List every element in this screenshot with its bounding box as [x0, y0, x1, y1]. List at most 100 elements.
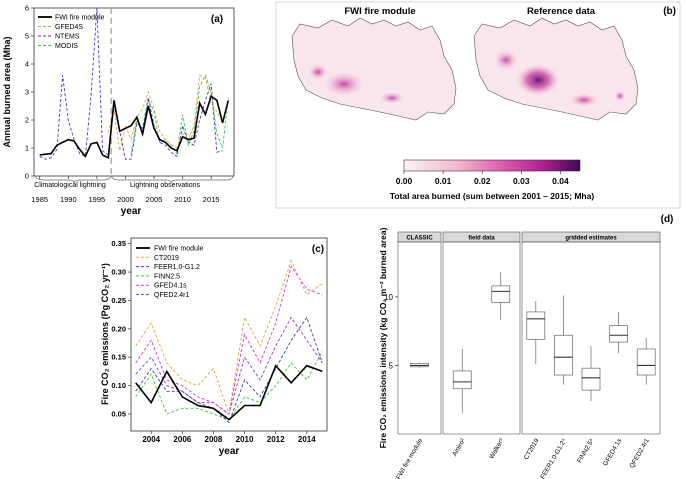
- map-reference-landmass: [473, 17, 639, 121]
- y-tick-label: 0.20: [111, 324, 126, 333]
- series-line-ntems: [39, 7, 223, 160]
- colorbar-tick-label: 0.01: [435, 176, 452, 186]
- colorbar: [403, 159, 581, 172]
- map-fwi: [291, 17, 457, 121]
- box-iqr: [491, 285, 511, 303]
- group-label: field data: [468, 236, 495, 242]
- legend-label: FEER1.0-G1.2: [154, 264, 200, 271]
- colorbar-tick-label: 0.00: [396, 176, 413, 186]
- panel-a-axes: 0 1 2 3 4 5 6 1985 1990 1995 2000 2005 2010 2015: [25, 4, 234, 204]
- legend-label: FWI fire module: [154, 246, 204, 253]
- legend-label: NTEMS: [55, 34, 80, 41]
- panel-d-axes: CLASSIC field data gridded estimates 5 10: [384, 231, 661, 435]
- panel-d-label: (d): [661, 214, 674, 225]
- colorbar-ticks: 0.00 0.01 0.02 0.03 0.04: [396, 171, 569, 186]
- legend-label: GFED4S: [55, 24, 83, 31]
- x-tick-label: 1985: [31, 195, 48, 204]
- map-fwi-landmass: [291, 17, 457, 121]
- category-label: Amiro²: [451, 437, 467, 458]
- y-tick-label: 10: [384, 293, 393, 302]
- colorbar-label: Total area burned (sum between 2001 – 20…: [390, 191, 595, 201]
- brace-observations: [111, 175, 234, 184]
- panel-d-ylabel: Fire CO₂ emissions intensity (kg CO₂ m⁻²…: [378, 227, 388, 448]
- legend-label: FWI fire module: [55, 15, 105, 22]
- map-fwi-hotspot: [308, 64, 328, 80]
- group-label: gridded estimates: [565, 236, 617, 242]
- legend-label: GFED4.1s: [154, 283, 187, 290]
- box-iqr: [554, 334, 573, 376]
- panel-a-ylabel: Annual burned area (Mha): [2, 36, 12, 147]
- y-tick-label: 4: [25, 60, 29, 69]
- x-tick-label: 2014: [298, 435, 316, 444]
- colorbar-tick-label: 0.03: [513, 176, 530, 186]
- group-frame: [442, 241, 521, 435]
- x-tick-label: 2000: [117, 195, 134, 204]
- panel-d-boxes: FWI fire module Amiro² Walker³ CT2019FEER1.…: [395, 272, 656, 479]
- y-tick-label: 0.10: [111, 381, 126, 390]
- category-label: GFED4.1s: [602, 437, 624, 467]
- panel-b-label: (b): [663, 6, 676, 17]
- y-tick-label: 0.05: [111, 409, 126, 418]
- series-line-ct2019: [135, 259, 323, 415]
- series-line-fwi-fire-module: [135, 364, 323, 421]
- panel-a-label: (a): [211, 14, 223, 25]
- legend-label: CT2019: [154, 255, 179, 262]
- panel-c-ylabel: Fire CO₂ emissions (Pg CO₂ yr⁻¹): [100, 263, 110, 405]
- y-tick-label: 3: [25, 88, 29, 97]
- x-tick-label: 1990: [60, 195, 77, 204]
- y-tick-label: 6: [25, 4, 29, 13]
- y-tick-label: 5: [25, 32, 29, 41]
- panel-c-frame: [130, 237, 328, 432]
- box-iqr: [526, 311, 546, 340]
- panel-c-axes: 0.05 0.10 0.15 0.20 0.25 0.30 0.35 2004 2006 2008…: [111, 239, 316, 444]
- map-fwi-hotspot: [380, 92, 404, 104]
- legend-label: MODIS: [55, 43, 78, 50]
- colorbar-tick-label: 0.02: [474, 176, 491, 186]
- category-label: FWI fire module: [395, 437, 424, 479]
- panel-c: (c) Fire CO₂ emissions (Pg CO₂ yr⁻¹) yea…: [100, 237, 328, 457]
- colorbar-tick-label: 0.04: [552, 176, 569, 186]
- panel-c-series: [135, 259, 323, 424]
- y-tick-label: 1: [25, 144, 29, 153]
- map-reference-hotspot: [570, 93, 598, 107]
- panel-c-xlabel: year: [219, 446, 240, 457]
- group-frame: [521, 241, 661, 435]
- panel-b-frame: [275, 1, 681, 209]
- y-tick-label: 0.35: [111, 239, 126, 248]
- box-iqr: [452, 370, 472, 390]
- panel-c-legend: FWI fire module CT2019 FEER1.0-G1.2 FINN2.5…: [136, 246, 204, 299]
- category-label: FINN2.5⁵: [576, 437, 596, 464]
- map-title-fwi: FWI fire module: [344, 6, 415, 17]
- x-tick-label: 2008: [205, 435, 223, 444]
- region-label-climatological: Climatological lightning: [34, 182, 106, 189]
- map-title-reference: Reference data: [527, 6, 596, 17]
- x-tick-label: 2010: [174, 195, 191, 204]
- map-reference-hotspot: [494, 50, 518, 70]
- category-label: Walker³: [488, 437, 506, 460]
- panel-c-label: (c): [312, 244, 324, 255]
- y-tick-label: 0.25: [111, 296, 126, 305]
- map-reference: [473, 17, 639, 121]
- y-tick-label: 2: [25, 116, 29, 125]
- legend-label: FINN2.5: [154, 273, 180, 280]
- category-label: FEER1.0-G1.2⁴: [539, 437, 568, 479]
- category-label: CT2019: [523, 437, 541, 461]
- series-line-feer1-0-g1-2: [135, 316, 323, 424]
- panel-b: (b) FWI fire module Reference data: [275, 1, 681, 209]
- y-tick-label: 5: [389, 361, 394, 370]
- x-tick-label: 2010: [236, 435, 254, 444]
- x-tick-label: 2004: [142, 435, 160, 444]
- box-iqr: [609, 325, 628, 343]
- group-frame: [397, 241, 442, 435]
- legend-label: QFED2.4r1: [154, 292, 190, 299]
- x-tick-label: 2005: [146, 195, 163, 204]
- box-iqr: [581, 367, 601, 391]
- series-line-finn2-5: [135, 351, 323, 421]
- y-tick-label: 0.15: [111, 353, 126, 362]
- box-iqr: [636, 348, 656, 376]
- panel-a-xlabel: year: [121, 206, 142, 217]
- series-line-fwi-fire-module: [39, 94, 230, 160]
- map-reference-hotspot: [614, 91, 626, 101]
- x-tick-label: 2012: [267, 435, 285, 444]
